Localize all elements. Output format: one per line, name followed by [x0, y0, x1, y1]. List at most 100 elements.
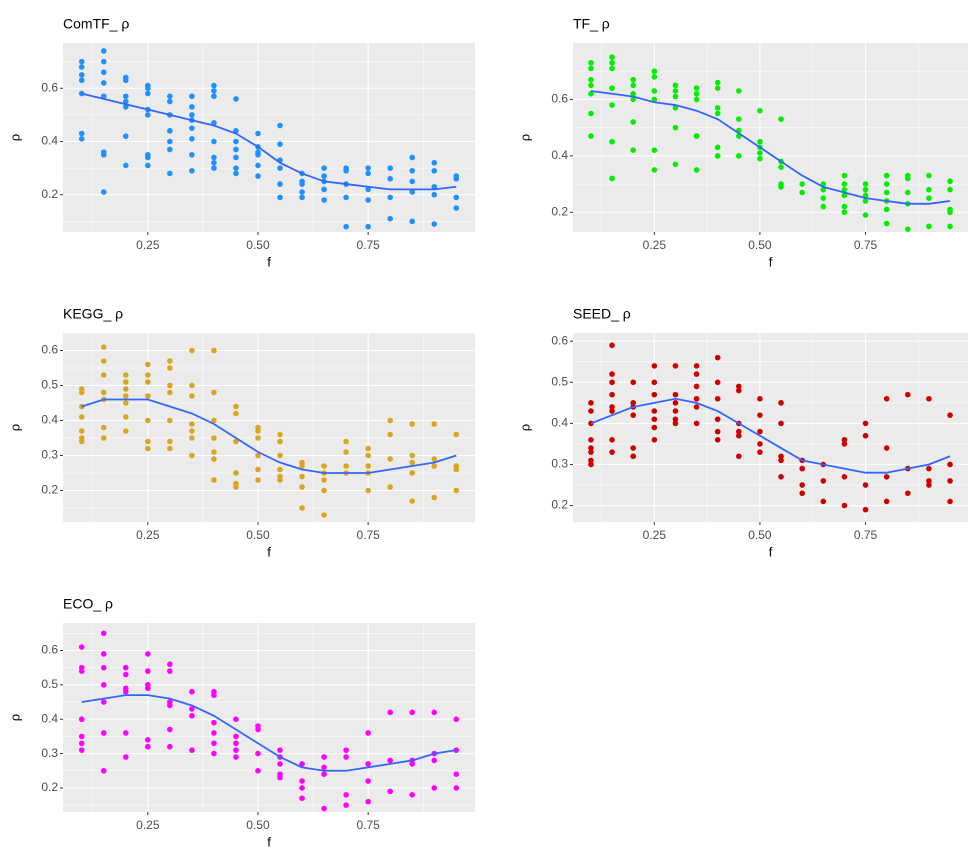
point [693, 363, 700, 369]
point [122, 754, 129, 760]
point [122, 386, 129, 392]
y-axis-label: ρ [517, 134, 532, 141]
point [778, 164, 784, 170]
point [714, 79, 721, 86]
point [609, 371, 615, 377]
point [672, 420, 679, 427]
point [630, 412, 637, 418]
point [167, 726, 173, 733]
point [167, 743, 173, 750]
point [841, 441, 848, 447]
point [630, 400, 637, 406]
point [321, 463, 327, 469]
point [277, 122, 283, 129]
point [453, 716, 460, 723]
point [757, 155, 763, 162]
point [100, 80, 107, 86]
point [672, 408, 679, 414]
point [299, 181, 305, 187]
point [145, 445, 151, 452]
point [409, 792, 416, 798]
point [714, 144, 721, 151]
point [100, 682, 107, 688]
point [630, 76, 637, 83]
point [799, 490, 805, 497]
point [78, 72, 85, 78]
point [233, 747, 239, 753]
point [299, 785, 305, 791]
point [189, 393, 195, 399]
point [672, 400, 679, 406]
point [277, 761, 283, 767]
point [167, 170, 173, 177]
panel-background [573, 43, 968, 232]
point [233, 165, 239, 171]
panel-title: SEED_ ρ [573, 306, 631, 322]
x-tick-label: 0.75 [356, 818, 380, 832]
point [78, 414, 85, 420]
point [167, 661, 173, 668]
point [167, 389, 173, 396]
point [78, 740, 85, 747]
panel-background [63, 333, 475, 522]
point [588, 110, 594, 117]
point [588, 82, 594, 89]
point [277, 747, 283, 753]
point [453, 205, 460, 211]
point [167, 138, 173, 145]
point [926, 465, 932, 472]
x-tick-label: 0.25 [643, 238, 667, 252]
point [299, 484, 305, 490]
point [588, 76, 594, 83]
point [757, 428, 763, 435]
point [299, 189, 305, 195]
point [862, 181, 869, 187]
point [588, 449, 594, 455]
point [630, 147, 637, 153]
point [609, 342, 615, 349]
point [862, 432, 869, 439]
point [255, 435, 261, 441]
point [651, 408, 658, 414]
point [167, 417, 173, 424]
point [100, 664, 107, 671]
point [122, 77, 129, 84]
point [947, 498, 953, 505]
point [189, 104, 195, 110]
point [233, 733, 239, 740]
x-tick-label: 0.75 [854, 238, 878, 252]
point [122, 393, 129, 399]
point [145, 361, 151, 368]
point [211, 740, 217, 747]
point [167, 146, 173, 153]
point [926, 478, 932, 484]
point [299, 463, 305, 469]
point [757, 395, 763, 402]
y-tick-label: 0.6 [551, 333, 568, 347]
point [343, 449, 349, 455]
point [588, 408, 594, 414]
point [431, 421, 438, 427]
point [409, 470, 416, 476]
point [588, 457, 594, 464]
point [145, 438, 151, 445]
x-tick-label: 0.25 [136, 238, 160, 252]
point [757, 412, 763, 418]
point [820, 186, 827, 193]
point [714, 105, 721, 111]
point [820, 195, 827, 201]
y-tick-label: 0.4 [41, 413, 58, 427]
panel: SEED_ ρ 0.25 0.50 0.75 0.2 0.3 0.4 0.5 0.6 f ρ [517, 306, 968, 559]
y-tick-label: 0.5 [41, 677, 58, 691]
point [757, 150, 763, 156]
x-tick-label: 0.25 [643, 528, 667, 542]
point [233, 754, 239, 760]
y-tick-label: 0.6 [41, 80, 58, 94]
point [409, 154, 416, 161]
point [122, 688, 129, 695]
point [651, 437, 658, 443]
point [778, 116, 784, 122]
point [167, 358, 173, 364]
point [409, 498, 416, 504]
point [211, 93, 217, 100]
